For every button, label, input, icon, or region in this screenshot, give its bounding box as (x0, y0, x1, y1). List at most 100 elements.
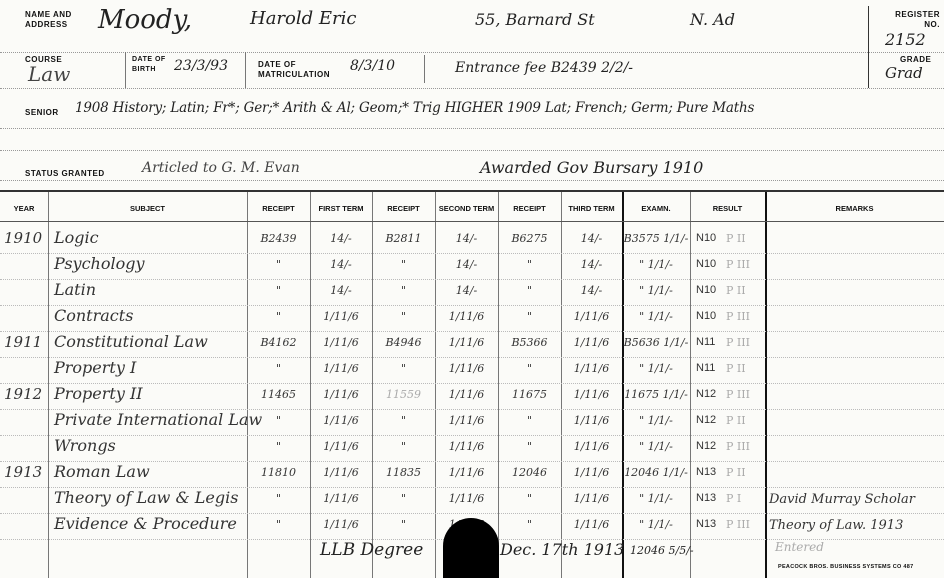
cell-t2: 1/11/6 (448, 362, 485, 375)
cell-r1: B4162 (260, 336, 297, 349)
cell-result: N10 (696, 284, 717, 296)
cell-subject: Logic (54, 228, 99, 247)
column-divider (622, 192, 624, 578)
register-number: 2152 (885, 30, 926, 49)
cell-subject: Private International Law (54, 410, 263, 429)
matric-label: Date of Matriculation (258, 60, 330, 79)
column-divider (690, 192, 691, 578)
register-label: Register No. (895, 10, 940, 29)
address: 55, Barnard St (475, 10, 595, 29)
matric-value: 8/3/10 (350, 58, 396, 74)
cell-r3: 11675 (512, 388, 547, 401)
cell-r2: " (400, 258, 407, 271)
table-row: 1911 Constitutional Law B4162 1/11/6 B4946 1/… (0, 332, 944, 358)
cell-t3: 1/11/6 (573, 440, 610, 453)
table-row: Theory of Law & Legis " 1/11/6 " 1/11/6 " 1/11… (0, 488, 944, 514)
cell-r2: " (400, 362, 407, 375)
table-row: Contracts " 1/11/6 " 1/11/6 " 1/11/6 " 1/1/- N10… (0, 306, 944, 332)
degree-date: Dec. 17th 1913 (500, 540, 625, 559)
divider (868, 52, 869, 88)
cell-year: 1913 (4, 463, 43, 481)
cell-exam: 11675 1/1/- (624, 388, 688, 401)
cell-pass: P II (726, 362, 746, 375)
table-row: 1912 Property II 11465 1/11/6 11559 1/11/6 116… (0, 384, 944, 410)
cell-r1: B2439 (260, 232, 297, 245)
table-row: Property I " 1/11/6 " 1/11/6 " 1/11/6 " 1/1/- N1… (0, 358, 944, 384)
divider (0, 180, 944, 181)
given-names: Harold Eric (250, 8, 357, 29)
cell-t2: 1/11/6 (448, 466, 485, 479)
entrance-fee: Entrance fee B2439 2/2/- (455, 60, 634, 76)
printer-imprint: Peacock Bros. Business Systems Co 487 (778, 564, 914, 570)
cell-r2: " (400, 518, 407, 531)
cell-exam: " 1/1/- (639, 310, 673, 323)
cell-result: N13 (696, 492, 717, 504)
cell-t1: 14/- (330, 232, 352, 245)
cell-t1: 1/11/6 (323, 466, 359, 479)
cell-t1: 1/11/6 (323, 440, 359, 453)
cell-t2: 14/- (455, 258, 478, 271)
cell-r1: " (275, 362, 282, 375)
cell-subject: Psychology (54, 254, 145, 273)
column-header-receipt-3: Receipt (513, 203, 546, 213)
cell-t3: 14/- (580, 258, 603, 271)
column-header-first-term: First Term (318, 203, 364, 213)
cell-r3: " (526, 492, 533, 505)
cell-remarks: Theory of Law. 1913 (769, 518, 904, 533)
senior-label: Senior (25, 108, 59, 117)
cell-result: N11 (696, 336, 716, 348)
cell-r3: " (526, 284, 533, 297)
column-divider (765, 192, 767, 578)
cell-result: N10 (696, 258, 717, 270)
divider (125, 52, 126, 88)
cell-subject: Roman Law (54, 462, 150, 481)
cell-r1: " (275, 414, 282, 427)
column-header-subject: Subject (129, 203, 165, 213)
cell-result: N12 (696, 388, 717, 400)
cell-subject: Property II (54, 384, 143, 403)
cell-t1: 1/11/6 (323, 414, 359, 427)
cell-t3: 1/11/6 (573, 466, 610, 479)
cell-t3: 1/11/6 (573, 336, 610, 349)
column-header-third-term: Third Term (568, 203, 615, 213)
cell-r1: " (275, 284, 282, 297)
cell-r2: " (400, 492, 407, 505)
cell-pass: P II (726, 232, 746, 245)
senior-subjects: 1908 History; Latin; Fr*; Ger;* Arith & … (75, 100, 755, 116)
address-suffix: N. Ad (690, 10, 735, 29)
column-divider (435, 192, 436, 578)
cell-t3: 1/11/6 (573, 492, 610, 505)
cell-t1: 1/11/6 (323, 310, 359, 323)
cell-exam: " 1/1/- (639, 518, 673, 531)
cell-r1: 11465 (261, 388, 296, 401)
cell-t2: 1/11/6 (448, 388, 485, 401)
name-address-label: Name and Address (25, 10, 72, 29)
cell-year: 1910 (4, 229, 43, 247)
cell-r2: " (400, 284, 407, 297)
cell-r2: 11559 (386, 388, 421, 401)
cell-t2: 1/11/6 (448, 336, 485, 349)
cell-t1: 1/11/6 (323, 492, 359, 505)
grade-value: Grad (885, 64, 923, 82)
cell-t1: 14/- (330, 258, 352, 271)
divider (245, 52, 246, 88)
cell-t1: 1/11/6 (323, 388, 359, 401)
cell-remarks: David Murray Scholar (769, 492, 915, 507)
cell-result: N13 (696, 466, 717, 478)
header-border (0, 221, 944, 222)
cell-t1: 1/11/6 (323, 362, 359, 375)
column-divider (561, 192, 562, 578)
dob-label: Date of Birth (132, 56, 166, 73)
cell-exam: " 1/1/- (639, 440, 673, 453)
cell-pass: P III (726, 518, 750, 531)
divider (424, 55, 425, 83)
cell-pass: P III (726, 336, 750, 349)
cell-exam: " 1/1/- (639, 362, 673, 375)
cell-t2: 14/- (455, 284, 478, 297)
column-header-receipt-2: Receipt (387, 203, 420, 213)
cell-exam: B3575 1/1/- (623, 232, 689, 245)
course-value: Law (28, 62, 71, 86)
cell-pass: P II (726, 414, 746, 427)
cell-r3: B5366 (511, 336, 548, 349)
cell-t2: 14/- (455, 232, 478, 245)
